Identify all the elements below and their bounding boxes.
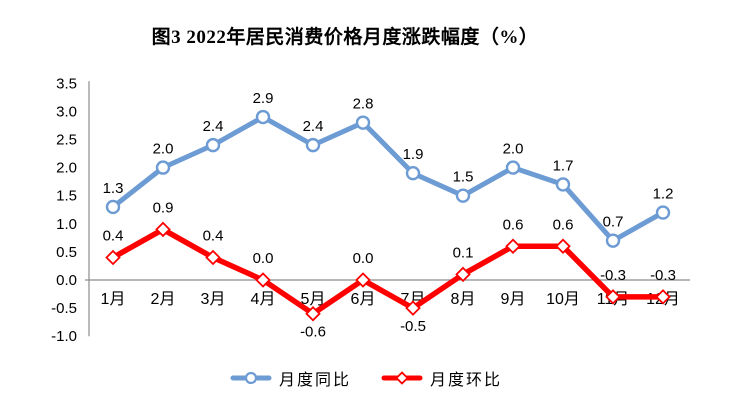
- y-tick-label: 1.5: [56, 188, 77, 205]
- yoy-point-marker: [605, 233, 621, 248]
- yoy-data-label: 2.4: [303, 118, 324, 135]
- mom-data-label: 0.6: [503, 216, 524, 233]
- mom-data-label: 0.4: [203, 228, 224, 245]
- mom-legend-marker: [395, 371, 409, 385]
- mom-point-marker: [455, 266, 471, 283]
- mom-point-marker: [605, 289, 621, 305]
- x-tick-label: 3月: [201, 291, 226, 308]
- yoy-point-marker: [205, 137, 221, 153]
- yoy-point-marker: [555, 177, 571, 192]
- mom-data-label: 0.0: [253, 250, 274, 267]
- mom-point-marker: [205, 249, 221, 266]
- yoy-data-label: 0.7: [603, 214, 624, 231]
- mom-point-marker: [355, 272, 371, 288]
- x-tick-label: 10月: [546, 291, 580, 308]
- mom-data-label: -0.3: [600, 267, 626, 284]
- x-tick-label: 2月: [151, 291, 176, 308]
- mom-data-label: 0.1: [453, 244, 474, 261]
- yoy-data-label: 2.0: [503, 141, 524, 158]
- yoy-data-label: 2.9: [253, 90, 274, 107]
- yoy-data-label: 1.7: [553, 157, 574, 174]
- yoy-point-marker: [455, 188, 471, 203]
- x-tick-label: 1月: [101, 291, 126, 308]
- x-tick-label: 9月: [501, 291, 526, 308]
- yoy-data-label: 1.9: [403, 146, 424, 163]
- yoy-point-marker: [155, 160, 171, 175]
- mom-data-label: 0.0: [353, 250, 374, 267]
- yoy-legend-marker: [244, 371, 258, 385]
- yoy-data-label: 1.3: [103, 180, 124, 197]
- y-tick-label: 1.0: [56, 216, 77, 233]
- series-line-mom: [110, 226, 666, 317]
- chart-title: 图3 2022年居民消费价格月度涨跌幅度（%）: [151, 27, 539, 48]
- yoy-data-label: 2.8: [353, 96, 374, 113]
- yoy-point-marker: [505, 160, 521, 175]
- y-tick-label: 3.5: [56, 75, 77, 92]
- yoy-data-label: 1.5: [453, 169, 474, 186]
- legend-item-yoy: 月度同比: [230, 366, 351, 390]
- x-tick-label: 5月: [301, 291, 326, 308]
- mom-data-label: 0.4: [103, 228, 124, 245]
- legend-item-mom: 月度环比: [381, 366, 502, 390]
- series-line-yoy: [110, 114, 666, 244]
- mom-data-label: -0.3: [650, 267, 676, 284]
- y-tick-label: 2.0: [56, 160, 77, 177]
- y-tick-label: -0.5: [51, 300, 77, 317]
- yoy-data-label: 1.2: [653, 186, 674, 203]
- mom-point-marker: [105, 249, 121, 266]
- mom-data-label: 0.6: [553, 216, 574, 233]
- yoy-point-marker: [655, 205, 671, 220]
- mom-point-marker: [155, 221, 171, 238]
- mom-data-label: 0.9: [153, 199, 174, 216]
- y-tick-label: 2.5: [56, 132, 77, 149]
- x-tick-label: 6月: [351, 291, 376, 308]
- yoy-point-marker: [405, 166, 421, 181]
- yoy-point-marker: [305, 137, 321, 153]
- mom-data-label: -0.6: [300, 324, 326, 341]
- yoy-data-label: 2.4: [203, 118, 224, 135]
- y-tick-label: 3.0: [56, 103, 77, 120]
- mom-point-marker: [405, 300, 421, 316]
- mom-point-marker: [655, 289, 671, 305]
- yoy-data-label: 2.0: [153, 141, 174, 158]
- legend: 月度同比 月度环比: [0, 366, 732, 390]
- mom-line-diamond-icon: [381, 371, 423, 385]
- mom-point-marker: [555, 238, 571, 255]
- y-tick-label: 0.5: [56, 244, 77, 261]
- x-tick-label: 4月: [251, 291, 276, 308]
- mom-point-marker: [505, 238, 521, 255]
- legend-label-yoy: 月度同比: [278, 372, 351, 389]
- yoy-point-marker: [105, 199, 121, 215]
- yoy-line-circle-icon: [230, 371, 272, 385]
- mom-point-marker: [255, 272, 271, 288]
- legend-label-mom: 月度环比: [430, 372, 503, 389]
- mom-data-label: -0.5: [400, 318, 426, 335]
- mom-point-marker: [305, 305, 321, 322]
- y-tick-label: 0.0: [56, 272, 77, 289]
- y-tick-label: -1.0: [51, 328, 77, 345]
- yoy-point-marker: [255, 109, 271, 125]
- yoy-point-marker: [355, 115, 371, 130]
- x-tick-label: 8月: [451, 291, 476, 308]
